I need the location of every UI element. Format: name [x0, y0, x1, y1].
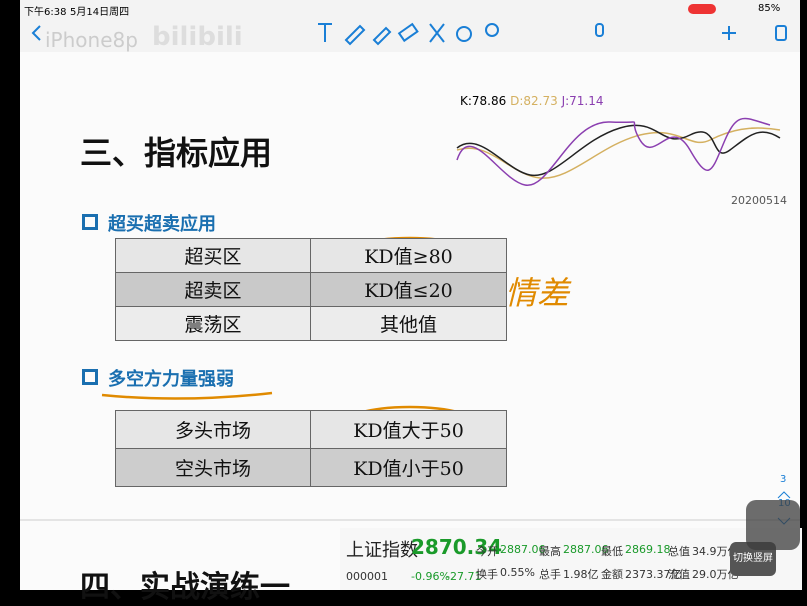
table-cell: KD值≥80 [310, 238, 507, 273]
next-heading: 四、实战演练一 [80, 570, 290, 605]
k-value: K:78.86 [460, 94, 507, 108]
mic-button[interactable] [595, 23, 604, 37]
lasso-tool[interactable] [456, 26, 472, 42]
ticker-name: 上证指数 [346, 540, 418, 561]
field-value: 34.9万亿 [692, 545, 739, 558]
field-value: 29.0万亿 [692, 568, 739, 581]
j-line [456, 117, 771, 186]
status-date: 5月14日周四 [70, 7, 130, 18]
field-value: 1.98亿 [563, 568, 599, 581]
table-cell: 其他值 [310, 306, 507, 341]
kdj-label: K:78.86 D:82.73 J:71.14 [460, 94, 604, 108]
battery: 85% [758, 3, 781, 14]
assistive-touch[interactable] [746, 500, 800, 550]
section-title: 多空方力量强弱 [108, 369, 234, 390]
bullet [82, 214, 98, 230]
field-label: 总值 [668, 545, 690, 558]
highlighter-tool[interactable] [372, 26, 392, 46]
status-time: 下午6:38 [24, 7, 67, 18]
search-tool[interactable] [485, 23, 499, 37]
field-value: 2373.37亿 [625, 568, 682, 581]
record-indicator [688, 4, 716, 14]
ticker-code: 000001 [346, 570, 388, 583]
text-tool[interactable] [318, 23, 332, 42]
watermark-device: iPhone8p [45, 28, 138, 52]
k-line [456, 124, 781, 177]
eraser-tool[interactable] [397, 22, 419, 43]
back-button[interactable] [31, 25, 41, 41]
heading: 三、指标应用 [80, 134, 273, 172]
table-cell: 多头市场 [115, 410, 311, 449]
watermark-site: bilibili [152, 22, 243, 52]
ticker-bar [340, 528, 802, 590]
field-label: 流值 [668, 568, 690, 581]
field-label: 最高 [539, 545, 561, 558]
d-line [456, 127, 781, 179]
j-value: J:71.14 [561, 94, 604, 108]
field-label: 总手 [539, 568, 561, 581]
field-value: 0.55% [500, 566, 535, 579]
field-label: 金额 [601, 568, 623, 581]
page-current: 3 [780, 474, 787, 485]
field-label: 今开 [476, 545, 498, 558]
table-cell: 震荡区 [115, 306, 311, 341]
field-label: 最低 [601, 545, 623, 558]
ticker-change-pct: -0.96% [411, 570, 450, 583]
section-title: 超买超卖应用 [108, 214, 216, 235]
ticker-change: -27.71 [446, 570, 482, 583]
field-value: 2887.06 [563, 543, 609, 556]
field-value: 2887.06 [500, 543, 546, 556]
handwritten-note: 情差 [505, 274, 570, 312]
table-cell: KD值大于50 [310, 410, 507, 449]
pen-tool[interactable] [344, 24, 366, 46]
table-cell: 超买区 [115, 238, 311, 273]
table-cell: KD值≤20 [310, 272, 507, 307]
table-cell: 空头市场 [115, 448, 311, 487]
add-button[interactable] [722, 26, 736, 40]
page-button[interactable] [775, 25, 787, 41]
table-cell: KD值小于50 [310, 448, 507, 487]
scissors-tool[interactable] [429, 23, 445, 43]
ticker-price: 2870.34 [411, 535, 503, 559]
field-label: 换手 [476, 568, 498, 581]
bullet [82, 369, 98, 385]
field-value: 2869.18 [625, 543, 671, 556]
table-cell: 超卖区 [115, 272, 311, 307]
kdj-chart [456, 117, 781, 186]
d-value: D:82.73 [510, 94, 558, 108]
chart-date: 20200514 [731, 194, 787, 207]
